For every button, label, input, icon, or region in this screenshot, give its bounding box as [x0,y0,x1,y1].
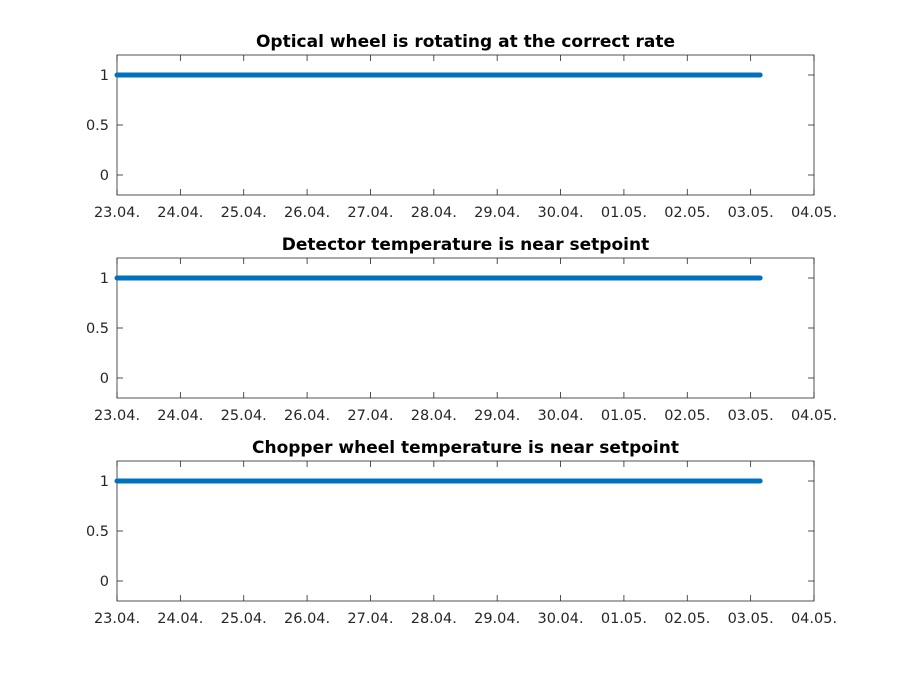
x-tick-label: 26.04. [284,408,330,424]
x-tick-label: 02.05. [664,408,710,424]
y-tick-label: 0.5 [86,118,109,134]
y-tick-label: 1 [100,474,109,490]
x-tick-label: 01.05. [601,408,647,424]
x-tick-label: 28.04. [411,611,457,627]
x-tick-label: 03.05. [728,408,774,424]
x-tick-label: 30.04. [537,205,583,221]
x-tick-label: 28.04. [411,205,457,221]
x-tick-label: 23.04. [94,408,140,424]
x-tick-label: 27.04. [347,611,393,627]
chart-title: Chopper wheel temperature is near setpoi… [252,438,679,458]
x-tick-label: 29.04. [474,205,520,221]
x-tick-label: 27.04. [347,205,393,221]
subplot-3: Chopper wheel temperature is near setpoi… [86,438,837,627]
y-tick-label: 1 [100,68,109,84]
chart-title: Optical wheel is rotating at the correct… [256,32,675,52]
x-tick-label: 01.05. [601,611,647,627]
y-tick-label: 0 [100,168,109,184]
x-tick-label: 27.04. [347,408,393,424]
subplot-1: Optical wheel is rotating at the correct… [86,32,837,221]
x-tick-label: 24.04. [157,611,203,627]
x-tick-label: 23.04. [94,611,140,627]
x-tick-label: 02.05. [664,611,710,627]
y-tick-label: 0 [100,371,109,387]
x-tick-label: 26.04. [284,611,330,627]
x-tick-label: 02.05. [664,205,710,221]
chart-title: Detector temperature is near setpoint [282,235,649,255]
x-tick-label: 29.04. [474,611,520,627]
y-tick-label: 0 [100,574,109,590]
y-tick-label: 1 [100,271,109,287]
x-tick-label: 30.04. [537,611,583,627]
axes-box [116,54,815,196]
x-tick-label: 25.04. [221,408,267,424]
x-tick-label: 03.05. [728,205,774,221]
x-tick-label: 24.04. [157,408,203,424]
x-tick-label: 01.05. [601,205,647,221]
y-tick-label: 0.5 [86,524,109,540]
x-tick-label: 04.05. [791,611,837,627]
x-tick-label: 25.04. [221,611,267,627]
x-tick-label: 25.04. [221,205,267,221]
x-tick-label: 04.05. [791,205,837,221]
axes-box [116,460,815,602]
x-tick-label: 26.04. [284,205,330,221]
x-tick-label: 04.05. [791,408,837,424]
x-tick-label: 24.04. [157,205,203,221]
x-tick-label: 30.04. [537,408,583,424]
y-tick-label: 0.5 [86,321,109,337]
x-tick-label: 29.04. [474,408,520,424]
subplot-2: Detector temperature is near setpoint 23.… [86,235,837,424]
x-tick-label: 03.05. [728,611,774,627]
x-tick-label: 28.04. [411,408,457,424]
subplots: Optical wheel is rotating at the correct… [86,32,837,627]
x-tick-label: 23.04. [94,205,140,221]
